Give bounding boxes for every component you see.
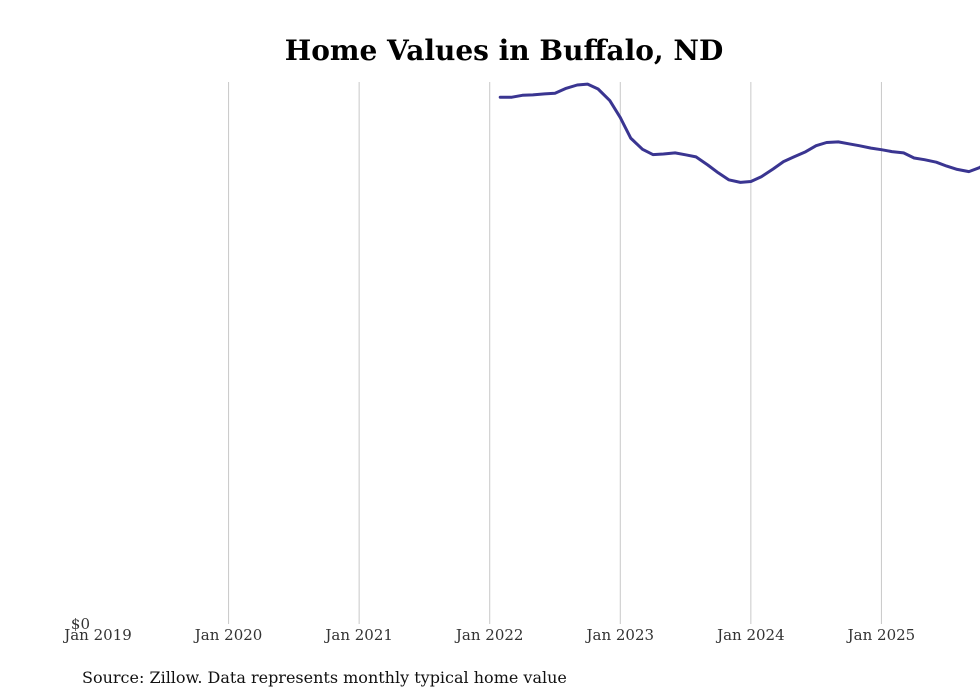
x-axis-ticks: Jan 2019 Jan 2020 Jan 2021 Jan 2022 Jan 2023… xyxy=(62,626,915,644)
x-tick-label: Jan 2021 xyxy=(323,626,393,644)
data-point xyxy=(750,180,752,182)
y-axis-ticks: $0 xyxy=(71,615,90,633)
data-point xyxy=(543,93,545,95)
x-tick-label: Jan 2023 xyxy=(585,626,655,644)
data-point xyxy=(597,88,599,90)
data-point xyxy=(902,152,904,154)
data-point xyxy=(956,168,958,170)
data-point xyxy=(554,92,556,94)
data-point xyxy=(913,157,915,159)
data-point xyxy=(739,181,741,183)
data-point xyxy=(619,116,621,118)
series-layer: $240,543 xyxy=(498,82,980,184)
data-point xyxy=(674,152,676,154)
data-point xyxy=(499,96,501,98)
x-tick-label: Jan 2024 xyxy=(715,626,785,644)
data-point xyxy=(641,148,643,150)
series-line-0 xyxy=(498,82,980,184)
data-point xyxy=(511,96,513,98)
data-point xyxy=(707,164,709,166)
data-point xyxy=(805,151,807,153)
data-point xyxy=(772,168,774,170)
data-point xyxy=(684,154,686,156)
data-point xyxy=(870,147,872,149)
data-point xyxy=(891,150,893,152)
data-point xyxy=(760,176,762,178)
data-point xyxy=(837,141,839,143)
data-point xyxy=(858,145,860,147)
y-tick-label: $0 xyxy=(71,615,90,633)
data-point xyxy=(935,161,937,163)
data-point xyxy=(717,172,719,174)
data-point xyxy=(793,156,795,158)
data-point xyxy=(576,84,578,86)
chart-title: Home Values in Buffalo, ND xyxy=(285,34,724,67)
data-point xyxy=(609,99,611,101)
data-point xyxy=(728,179,730,181)
data-point xyxy=(695,156,697,158)
x-tick-label: Jan 2020 xyxy=(193,626,263,644)
data-point xyxy=(815,145,817,147)
data-point xyxy=(532,94,534,96)
data-point xyxy=(564,87,566,89)
data-point xyxy=(848,143,850,145)
data-point xyxy=(968,170,970,172)
data-point xyxy=(630,137,632,139)
data-point xyxy=(662,153,664,155)
source-note: Source: Zillow. Data represents monthly … xyxy=(82,668,567,687)
data-point xyxy=(652,153,654,155)
gridlines xyxy=(228,82,882,624)
data-point xyxy=(880,149,882,151)
data-point xyxy=(825,141,827,143)
x-tick-label: Jan 2019 xyxy=(62,626,132,644)
data-point xyxy=(782,160,784,162)
x-tick-label: Jan 2022 xyxy=(454,626,524,644)
data-point xyxy=(923,159,925,161)
x-tick-label: Jan 2025 xyxy=(846,626,916,644)
data-point xyxy=(586,83,588,85)
data-point xyxy=(946,165,948,167)
data-point xyxy=(521,94,523,96)
